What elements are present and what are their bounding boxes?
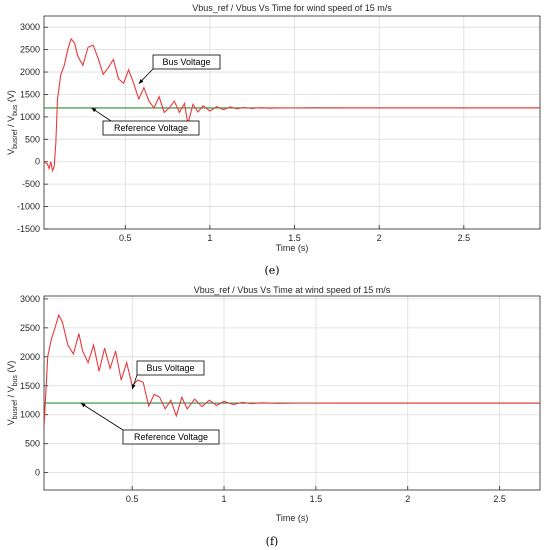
annotation-box (136, 360, 205, 376)
y-tick-label: 1000 (20, 410, 40, 420)
figure-caption: (f) (266, 535, 279, 548)
annotation-box (102, 120, 200, 136)
chart-title: Vbus_ref / Vbus Vs Time for wind speed o… (192, 3, 392, 13)
y-tick-label: 500 (25, 439, 40, 449)
x-tick-label: 1.5 (310, 494, 323, 504)
annotation-arrow (80, 402, 124, 431)
y-tick-label: 2500 (20, 323, 40, 333)
y-tick-label: 3000 (20, 22, 40, 32)
chart-e: 0.5 1 1.5 2 2.5 -1500 -1000 -500 0 500 1000 1500 200… (6, 3, 541, 277)
y-tick-label: 0 (35, 157, 40, 167)
y-tick-label: -1000 (17, 202, 40, 212)
y-tick-label: 2000 (20, 352, 40, 362)
axes-frame (43, 295, 541, 491)
x-tick-label: 2.5 (458, 233, 471, 243)
x-tick-label: 2.5 (493, 494, 506, 504)
x-tick-label: 1.5 (288, 233, 301, 243)
y-tick-label: 2500 (20, 45, 40, 55)
annotation-label: Reference Voltage (134, 432, 208, 442)
x-tick-label: 1 (222, 494, 227, 504)
annotation-box (122, 429, 220, 445)
chart-f: 0.5 1 1.5 2 2.5 0 500 1000 1500 2000 2500 3000 Vbus_… (6, 285, 541, 548)
y-tick-label: 3000 (20, 294, 40, 304)
annotation-label: Bus Voltage (146, 363, 194, 373)
x-tick-label: 2 (377, 233, 382, 243)
x-axis-label: Time (s) (276, 513, 309, 523)
x-tick-label: 2 (405, 494, 410, 504)
figure-caption: (e) (264, 264, 279, 277)
x-tick-label: 1 (207, 233, 212, 243)
annotation-arrowhead (91, 107, 97, 113)
annotation-arrowhead (138, 79, 144, 84)
y-tick-label: 1000 (20, 112, 40, 122)
x-tick-label: 0.5 (119, 233, 132, 243)
y-axis-label: Vbusref / Vbus (V) (6, 90, 19, 155)
x-tick-label: 0.5 (126, 494, 139, 504)
annotation-arrowhead (131, 384, 136, 390)
chart-title: Vbus_ref / Vbus Vs Time at wind speed of… (194, 285, 391, 295)
annotation-label: Bus Voltage (162, 57, 210, 67)
x-axis-label: Time (s) (276, 243, 309, 253)
annotation-box (152, 54, 221, 70)
plot-area (44, 296, 540, 490)
bus-voltage-line (44, 313, 540, 428)
annotation-label: Reference Voltage (114, 123, 188, 133)
y-tick-label: -1500 (17, 224, 40, 234)
axes-frame (43, 15, 541, 230)
y-tick-label: 1500 (20, 381, 40, 391)
y-tick-label: 0 (35, 468, 40, 478)
y-tick-label: 2000 (20, 67, 40, 77)
y-tick-label: 500 (25, 134, 40, 144)
bus-voltage-line (44, 37, 540, 173)
y-axis-label: Vbusref / Vbus (V) (6, 361, 19, 426)
y-tick-label: -500 (22, 179, 40, 189)
y-tick-label: 1500 (20, 89, 40, 99)
annotation-arrowhead (80, 403, 86, 408)
